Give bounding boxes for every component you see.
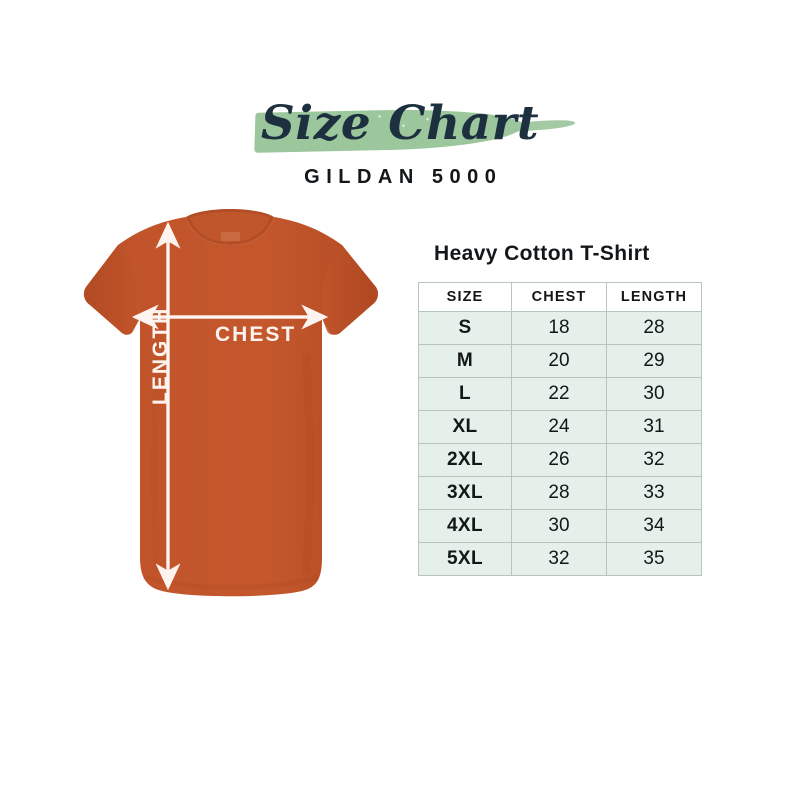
chest-value: 30	[511, 509, 607, 543]
table-row: XL 24 31	[418, 410, 702, 444]
chest-value: 26	[511, 443, 607, 477]
chest-value: 32	[511, 542, 607, 576]
table-body: S 18 28 M 20 29 L 22 30 XL 24 31 2XL 26 32 3XL 28 33 4XL 30…	[418, 311, 702, 576]
page-subtitle: GILDAN 5000	[304, 166, 503, 188]
table-header-row: SIZE CHEST LENGTH	[418, 282, 702, 312]
length-value: 33	[606, 476, 702, 510]
table-title: Heavy Cotton T-Shirt	[434, 242, 650, 265]
table-row: 3XL 28 33	[418, 476, 702, 510]
tshirt-illustration: CHEST LENGTH	[40, 205, 420, 615]
shirt-fold-left	[150, 354, 162, 574]
table-row: 4XL 30 34	[418, 509, 702, 543]
size-value: M	[418, 344, 512, 378]
shirt-fold-right	[302, 354, 314, 574]
shirt-neck-tag	[221, 232, 240, 241]
chest-value: 22	[511, 377, 607, 411]
size-value: 5XL	[418, 542, 512, 576]
table-row: 5XL 32 35	[418, 542, 702, 576]
chest-value: 24	[511, 410, 607, 444]
length-value: 32	[606, 443, 702, 477]
size-value: 4XL	[418, 509, 512, 543]
column-header-length: LENGTH	[606, 282, 702, 312]
brush-speckle-decoration	[320, 112, 471, 134]
table-row: S 18 28	[418, 311, 702, 345]
length-value: 30	[606, 377, 702, 411]
shirt-sleeve-left	[83, 245, 140, 335]
size-value: 2XL	[418, 443, 512, 477]
length-value: 34	[606, 509, 702, 543]
table-row: 2XL 26 32	[418, 443, 702, 477]
chest-value: 18	[511, 311, 607, 345]
size-value: XL	[418, 410, 512, 444]
column-header-chest: CHEST	[511, 282, 607, 312]
table-row: L 22 30	[418, 377, 702, 411]
chest-value: 28	[511, 476, 607, 510]
table-row: M 20 29	[418, 344, 702, 378]
chest-value: 20	[511, 344, 607, 378]
shirt-sleeve-right	[322, 245, 377, 335]
tshirt-graphic	[83, 209, 379, 597]
size-value: L	[418, 377, 512, 411]
length-value: 29	[606, 344, 702, 378]
shirt-collar-inner	[190, 212, 270, 242]
page-header: Size Chart GILDAN 5000	[0, 88, 800, 189]
size-value: S	[418, 311, 512, 345]
length-value: 28	[606, 311, 702, 345]
size-value: 3XL	[418, 476, 512, 510]
length-value: 35	[606, 542, 702, 576]
title-wrap: Size Chart	[251, 88, 549, 160]
chest-measurement-label: CHEST	[215, 323, 297, 346]
page-title: Size Chart	[260, 96, 540, 151]
column-header-size: SIZE	[418, 282, 512, 312]
size-chart-table: SIZE CHEST LENGTH S 18 28 M 20 29 L 22 30 XL 24 31 2…	[418, 282, 702, 576]
size-table-block: Heavy Cotton T-Shirt SIZE CHEST LENGTH S…	[418, 242, 702, 576]
length-measurement-label: LENGTH	[149, 306, 172, 405]
length-value: 31	[606, 410, 702, 444]
